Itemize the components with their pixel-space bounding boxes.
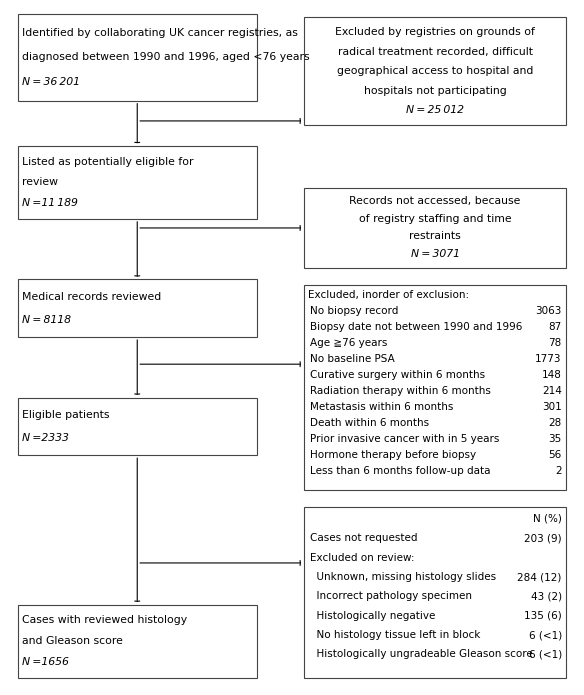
Text: Excluded on review:: Excluded on review: <box>310 553 414 563</box>
Text: Death within 6 months: Death within 6 months <box>310 418 429 427</box>
Text: Biopsy date not between 1990 and 1996: Biopsy date not between 1990 and 1996 <box>310 322 522 332</box>
Text: 28: 28 <box>548 418 562 427</box>
Text: Excluded by registries on grounds of: Excluded by registries on grounds of <box>335 27 535 37</box>
Bar <box>18 605 257 678</box>
Text: Histologically ungradeable Gleason score: Histologically ungradeable Gleason score <box>310 649 532 660</box>
Text: of registry staffing and time: of registry staffing and time <box>359 214 512 224</box>
Bar <box>304 188 566 268</box>
Text: 6 (<1): 6 (<1) <box>529 649 562 660</box>
Text: geographical access to hospital and: geographical access to hospital and <box>337 66 533 76</box>
Text: N (%): N (%) <box>533 514 562 524</box>
Text: radical treatment recorded, difficult: radical treatment recorded, difficult <box>338 47 533 57</box>
Text: Records not accessed, because: Records not accessed, because <box>349 196 521 206</box>
Bar <box>18 279 257 337</box>
Text: N =11 189: N =11 189 <box>22 198 78 208</box>
Bar <box>18 14 257 101</box>
Text: 6 (<1): 6 (<1) <box>529 630 562 640</box>
Text: N = 8118: N = 8118 <box>22 315 71 325</box>
Text: No biopsy record: No biopsy record <box>310 306 398 316</box>
Text: 301: 301 <box>542 402 562 411</box>
Text: 1773: 1773 <box>536 354 562 363</box>
Text: 203 (9): 203 (9) <box>524 533 562 543</box>
Text: Medical records reviewed: Medical records reviewed <box>22 292 161 302</box>
Text: Eligible patients: Eligible patients <box>22 410 110 420</box>
Text: Cases with reviewed histology: Cases with reviewed histology <box>22 615 187 626</box>
Text: Identified by collaborating UK cancer registries, as: Identified by collaborating UK cancer re… <box>22 28 298 38</box>
Bar <box>304 507 566 678</box>
Text: Excluded, inorder of exclusion:: Excluded, inorder of exclusion: <box>308 290 470 300</box>
Text: diagnosed between 1990 and 1996, aged <76 years: diagnosed between 1990 and 1996, aged <7… <box>22 52 310 63</box>
Text: hospitals not participating: hospitals not participating <box>364 85 506 96</box>
Text: Age ≧76 years: Age ≧76 years <box>310 338 387 348</box>
Text: Prior invasive cancer with in 5 years: Prior invasive cancer with in 5 years <box>310 434 499 443</box>
Text: Radiation therapy within 6 months: Radiation therapy within 6 months <box>310 386 491 395</box>
Text: 56: 56 <box>548 450 562 459</box>
Text: 3063: 3063 <box>536 306 562 316</box>
Text: Unknown, missing histology slides: Unknown, missing histology slides <box>310 572 496 582</box>
Text: N = 3071: N = 3071 <box>411 250 460 259</box>
Text: 43 (2): 43 (2) <box>531 591 562 601</box>
Text: 78: 78 <box>548 338 562 348</box>
Text: N = 36 201: N = 36 201 <box>22 77 80 87</box>
Text: Hormone therapy before biopsy: Hormone therapy before biopsy <box>310 450 475 459</box>
Bar <box>18 398 257 455</box>
Text: N =1656: N =1656 <box>22 657 69 667</box>
Text: Listed as potentially eligible for: Listed as potentially eligible for <box>22 156 194 167</box>
Text: N = 25 012: N = 25 012 <box>406 106 464 115</box>
Text: Less than 6 months follow-up data: Less than 6 months follow-up data <box>310 466 490 476</box>
Bar <box>18 146 257 219</box>
Text: No baseline PSA: No baseline PSA <box>310 354 394 363</box>
Text: 148: 148 <box>542 370 562 379</box>
Text: Incorrect pathology specimen: Incorrect pathology specimen <box>310 591 471 601</box>
Text: 87: 87 <box>548 322 562 332</box>
Text: N =2333: N =2333 <box>22 433 69 443</box>
Text: 35: 35 <box>548 434 562 443</box>
Text: restraints: restraints <box>409 231 461 241</box>
Text: 135 (6): 135 (6) <box>524 611 562 621</box>
Text: 214: 214 <box>542 386 562 395</box>
Text: Histologically negative: Histologically negative <box>310 611 435 621</box>
Bar <box>304 17 566 125</box>
Text: No histology tissue left in block: No histology tissue left in block <box>310 630 480 640</box>
Text: Metastasis within 6 months: Metastasis within 6 months <box>310 402 453 411</box>
Text: Cases not requested: Cases not requested <box>310 533 417 543</box>
Text: 2: 2 <box>555 466 562 476</box>
Text: review: review <box>22 177 58 188</box>
Bar <box>304 285 566 490</box>
Text: Curative surgery within 6 months: Curative surgery within 6 months <box>310 370 485 379</box>
Text: 284 (12): 284 (12) <box>517 572 562 582</box>
Text: and Gleason score: and Gleason score <box>22 636 123 646</box>
